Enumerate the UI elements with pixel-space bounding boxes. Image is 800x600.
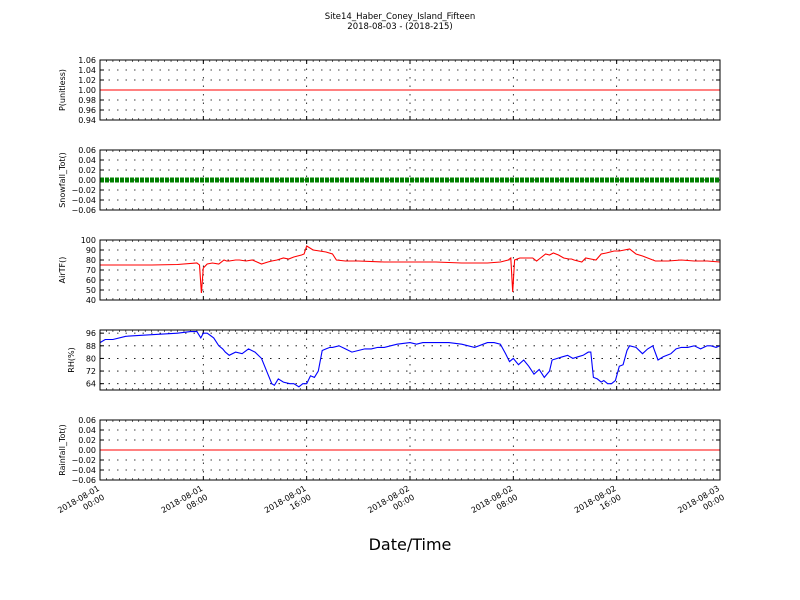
axes-frame [99, 329, 721, 391]
y-tick-label: 0.02 [78, 166, 96, 175]
y-tick-label: 0.94 [78, 116, 96, 125]
y-tick-label: 60 [86, 276, 96, 285]
y-tick-label: −0.06 [71, 476, 96, 485]
y-tick-label: 1.02 [78, 76, 96, 85]
y-tick-label: 88 [86, 342, 96, 351]
series-line [100, 245, 721, 294]
y-tick-label: 0.06 [78, 416, 96, 425]
y-tick-label: 0.96 [78, 106, 96, 115]
chart-title: Site14_Haber_Coney_Island_Fifteen [325, 12, 476, 22]
y-tick-label: 40 [86, 296, 96, 305]
y-tick-label: −0.04 [71, 466, 96, 475]
axes-frame [99, 149, 721, 211]
y-tick-label: 50 [86, 286, 96, 295]
x-axis-label: Date/Time [369, 535, 452, 554]
y-tick-label: 90 [86, 246, 96, 255]
y-tick-label: 72 [86, 367, 96, 376]
y-tick-label: 1.06 [78, 56, 96, 65]
y-tick-label: 80 [86, 354, 96, 363]
y-tick-label: 100 [81, 236, 96, 245]
axes-frame [99, 59, 721, 121]
y-tick-label: 0.04 [78, 426, 96, 435]
axes-frame [99, 239, 721, 301]
panel-1: 1.061.041.021.000.980.960.94 P(unitless) [58, 56, 721, 125]
chart-subtitle: 2018-08-03 - (2018-215) [347, 22, 452, 32]
y-axis-label: Rainfall_Tot() [58, 424, 67, 476]
y-tick-label: 80 [86, 256, 96, 265]
panel-4: 96 88 80 72 64 RH(%) [67, 329, 721, 391]
panels: 1.061.041.021.000.980.960.94 P(unitless) 0… [58, 56, 721, 485]
y-tick-label: 96 [86, 329, 96, 338]
series-line [99, 331, 721, 388]
axes-frame [99, 419, 721, 481]
y-tick-label: 64 [86, 380, 96, 389]
y-tick-label: 1.04 [78, 66, 96, 75]
y-tick-label: 70 [86, 266, 96, 275]
y-tick-label: 0.98 [78, 96, 96, 105]
panel-5: 0.060.040.020.00−0.02−0.04−0.06 Rainfall_… [58, 416, 721, 485]
panel-2: 0.060.040.020.00−0.02−0.04−0.06 Snowfall_… [58, 146, 721, 215]
y-tick-label: −0.02 [71, 186, 96, 195]
y-tick-label: −0.04 [71, 196, 96, 205]
y-tick-label: 0.00 [78, 176, 96, 185]
y-axis-label: P(unitless) [58, 69, 67, 111]
y-axis-label: RH(%) [67, 347, 76, 372]
y-tick-label: −0.06 [71, 206, 96, 215]
y-axis-label: Snowfall_Tot() [58, 152, 67, 208]
y-axis-label: AirTF() [58, 257, 67, 284]
y-tick-label: 0.00 [78, 446, 96, 455]
y-tick-label: 0.06 [78, 146, 96, 155]
y-tick-label: 0.02 [78, 436, 96, 445]
y-tick-label: −0.02 [71, 456, 96, 465]
y-tick-label: 0.04 [78, 156, 96, 165]
y-tick-label: 1.00 [78, 86, 96, 95]
